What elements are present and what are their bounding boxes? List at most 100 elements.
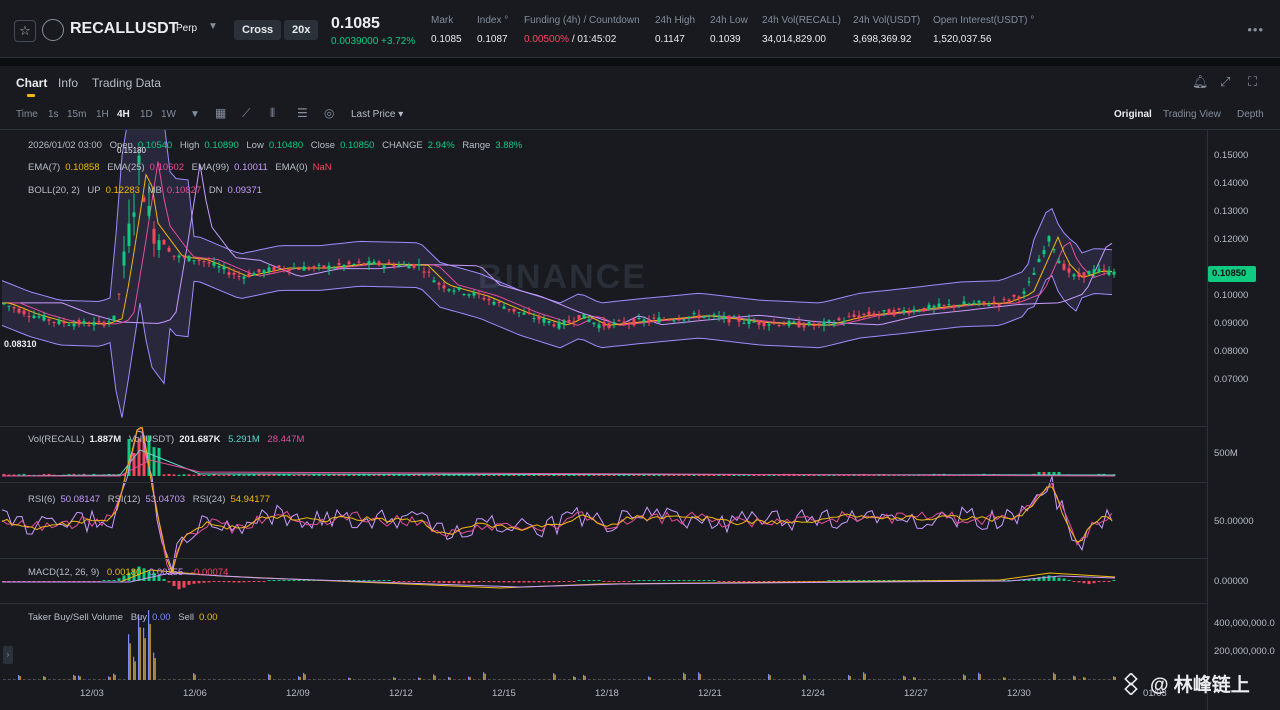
interval-15m[interactable]: 15m (67, 109, 87, 120)
candle-body (42, 314, 46, 321)
rsi24-line (1, 425, 1113, 574)
taker-buy-bar (73, 674, 75, 680)
tab-chart[interactable]: Chart (16, 76, 48, 90)
interval-1w[interactable]: 1W (161, 109, 176, 120)
indicators-icon[interactable]: ⟋ (242, 106, 251, 120)
taker-buy-bar (8, 679, 10, 680)
volume-bar (387, 473, 391, 476)
taker-buy-bar (363, 679, 365, 680)
symbol-dropdown-chevron-icon[interactable]: ▼ (208, 21, 218, 32)
candle-body (227, 272, 231, 275)
settings-icon[interactable]: ☰ (297, 106, 308, 120)
info-icon[interactable]: ° (1030, 15, 1035, 26)
taker-sell-value: 0.00 (199, 612, 218, 623)
volume-bar (327, 474, 331, 476)
symbol-name[interactable]: RECALLUSDT (70, 20, 179, 37)
macd-histogram-bar (897, 580, 901, 581)
candle-body (717, 316, 721, 318)
macd-histogram-bar (132, 569, 136, 581)
chart-canvas[interactable]: BINANCE 2026/01/02 03:00 Open 0.10540 Hig… (0, 130, 1280, 710)
price-axis-divider (1207, 130, 1208, 710)
calendar-icon[interactable]: ▦ (215, 106, 227, 120)
chart-toolbar: Time 1s 15m 1H 4H 1D 1W ▼ ▦ ⟋ ⫴ ☰ ◎ Last… (0, 98, 1280, 130)
taker-buy-bar (693, 679, 695, 680)
tab-info[interactable]: Info (58, 76, 79, 90)
taker-buy-bar (523, 679, 525, 680)
candle-body (927, 304, 931, 310)
macd-histogram-bar (767, 581, 771, 582)
volume-bar (292, 474, 296, 476)
expand-panel-chevron-icon[interactable]: › (3, 646, 13, 664)
taker-buy-bar (418, 677, 420, 680)
layout-icon[interactable]: ⤢ (1220, 74, 1231, 89)
candle-body (702, 316, 706, 318)
taker-sell-bar (469, 677, 471, 680)
coin-logo-icon (42, 19, 64, 41)
margin-mode-button[interactable]: Cross (234, 20, 282, 40)
macd-histogram-bar (562, 581, 566, 582)
macd-histogram-bar (227, 581, 231, 583)
volume-bar (437, 474, 441, 476)
candle-body (222, 266, 226, 270)
stat-24h-low: 24h Low 0.1039 (710, 15, 748, 45)
ema0-value: NaN (312, 162, 332, 173)
info-icon[interactable]: ° (504, 15, 509, 26)
interval-time[interactable]: Time (16, 109, 38, 120)
macd-histogram-bar (1082, 581, 1086, 584)
volume-ma2-value: 28.447M (267, 434, 305, 445)
taker-buy-bar (343, 679, 345, 680)
stat-24h-vol-quote: 24h Vol(USDT) 3,698,369.92 (853, 15, 920, 45)
taker-sell-bar (574, 677, 576, 680)
date-axis-label: 12/18 (595, 688, 619, 699)
price-source-select[interactable]: Last Price ▾ (351, 109, 403, 120)
volume-bar (667, 474, 671, 476)
favorite-star-icon[interactable]: ☆ (14, 20, 36, 42)
bell-alert-icon[interactable]: 🔔︎ (1192, 74, 1209, 89)
target-icon[interactable]: ◎ (324, 106, 335, 120)
interval-1h[interactable]: 1H (96, 109, 109, 120)
candle-body (557, 321, 561, 329)
interval-1s[interactable]: 1s (48, 109, 59, 120)
boll-up-label: UP (87, 185, 101, 196)
taker-buy-bar (198, 679, 200, 680)
taker-buy-bar (518, 679, 520, 680)
chart-type-icon[interactable]: ⫴ (270, 106, 276, 120)
macd-histogram-bar (627, 581, 631, 582)
taker-buy-bar (273, 679, 275, 680)
volume-bar (552, 473, 556, 476)
volume-bar (497, 473, 501, 476)
candle-body (102, 322, 106, 326)
taker-buy-bar (333, 679, 335, 680)
taker-buy-bar (828, 679, 830, 680)
candle-body (812, 325, 816, 327)
interval-1d[interactable]: 1D (140, 109, 153, 120)
candle-body (137, 155, 141, 163)
taker-buy-bar (48, 679, 50, 680)
volume-bar (227, 474, 231, 476)
volume-bar (162, 474, 166, 476)
candle-body (507, 308, 511, 310)
taker-buy-bar (328, 679, 330, 680)
fullscreen-icon[interactable]: ⛶ (1248, 74, 1258, 89)
volume-bar (812, 474, 816, 476)
taker-buy-bar (668, 679, 670, 680)
view-trading-view[interactable]: Trading View (1163, 109, 1221, 120)
view-depth[interactable]: Depth (1237, 109, 1264, 120)
candle-body (267, 267, 271, 272)
candle-body (477, 292, 481, 295)
more-options-icon[interactable]: ••• (1247, 22, 1264, 37)
candle-body (662, 319, 666, 321)
interval-dropdown-chevron-icon[interactable]: ▼ (190, 109, 200, 120)
taker-sell-bar (699, 673, 701, 680)
taker-buy-bar (508, 679, 510, 680)
taker-buy-bar (918, 679, 920, 680)
leverage-button[interactable]: 20x (284, 20, 319, 40)
volume-bar (322, 474, 326, 476)
candle-body (382, 265, 386, 268)
tab-trading-data[interactable]: Trading Data (92, 76, 161, 90)
view-original[interactable]: Original (1114, 109, 1152, 120)
interval-4h[interactable]: 4H (117, 109, 130, 120)
taker-buy-bar (1028, 679, 1030, 680)
price-source-label: Last Price (351, 109, 396, 120)
macd-axis-label: 0.00000 (1214, 576, 1249, 587)
